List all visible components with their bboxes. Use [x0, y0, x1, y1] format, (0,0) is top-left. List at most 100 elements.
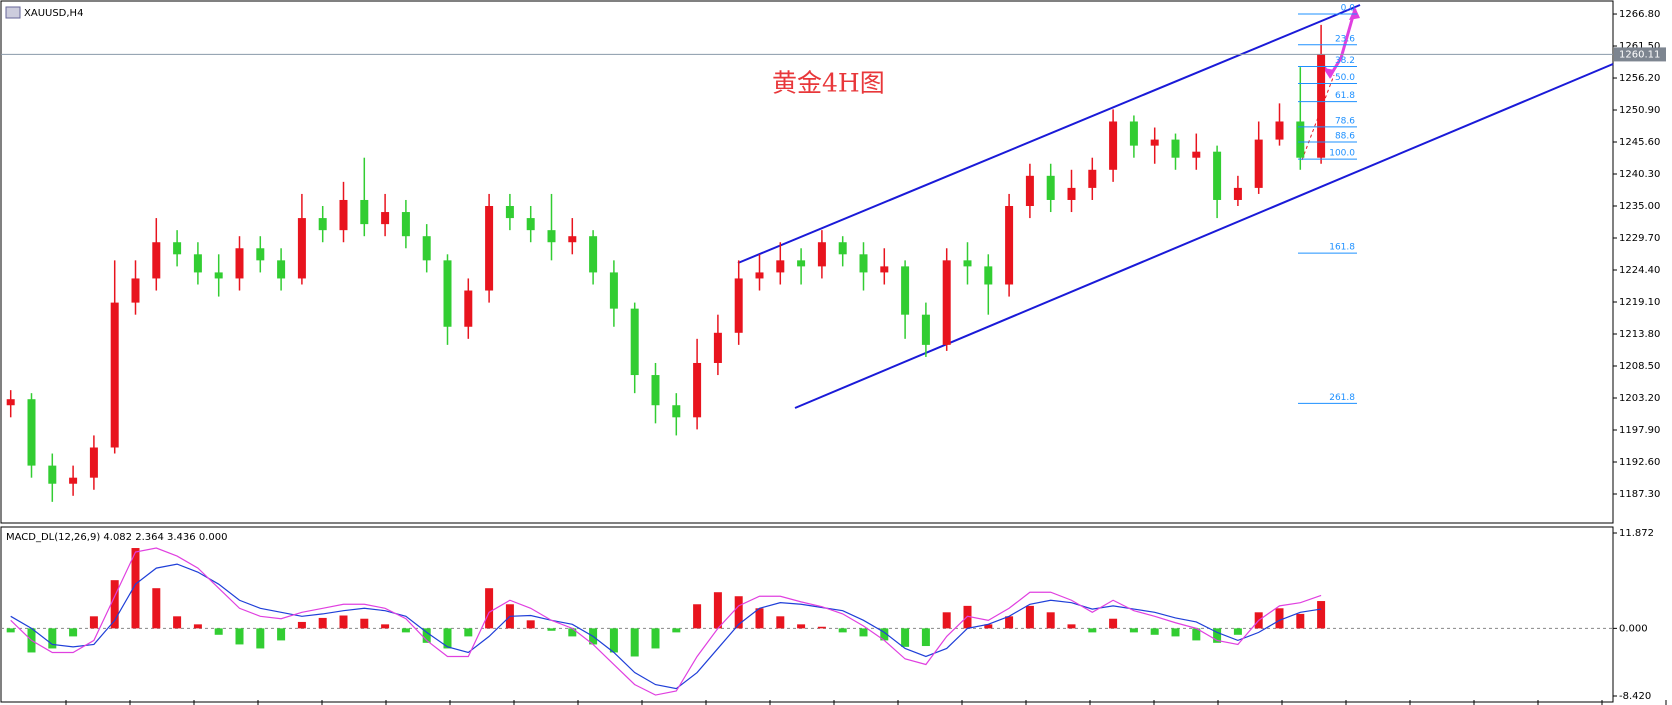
candle-body	[568, 236, 577, 243]
macd-histogram-bar	[1005, 616, 1014, 629]
macd-histogram-bar	[651, 628, 660, 649]
y-tick-label: 1266.80	[1619, 9, 1660, 20]
candle-body	[443, 260, 452, 327]
candle-body	[797, 260, 806, 267]
macd-histogram-bar	[131, 548, 140, 629]
y-tick-label: 1245.60	[1619, 137, 1660, 148]
y-tick-label: 0.000	[1619, 623, 1648, 634]
y-tick-label: 1229.70	[1619, 233, 1660, 244]
macd-histogram-bar	[1067, 624, 1076, 629]
macd-histogram-bar	[1150, 628, 1159, 635]
macd-histogram-bar	[713, 592, 722, 629]
macd-histogram-bar	[984, 624, 993, 629]
candle-body	[859, 254, 868, 273]
macd-histogram-bar	[797, 624, 806, 629]
candle-body	[152, 242, 161, 279]
y-tick-label: 1203.20	[1619, 393, 1660, 404]
y-tick-label: 1250.90	[1619, 105, 1660, 116]
candle-body	[1254, 139, 1263, 188]
y-tick-label: 1187.30	[1619, 489, 1660, 500]
candle-body	[838, 242, 847, 255]
candle-body	[131, 278, 140, 303]
y-tick-label: -8.420	[1619, 691, 1651, 702]
candle-body	[505, 206, 514, 219]
fib-label: 100.0	[1329, 149, 1355, 159]
y-tick-label: 11.872	[1619, 528, 1654, 539]
candle-body	[1088, 169, 1097, 188]
candle-body	[256, 248, 265, 261]
candle-body	[1171, 139, 1180, 158]
candle-body	[734, 278, 743, 333]
y-tick-label: 1224.40	[1619, 265, 1660, 276]
macd-histogram-bar	[464, 628, 473, 637]
candle-body	[1005, 206, 1014, 285]
macd-histogram-bar	[1192, 628, 1201, 641]
candle-body	[984, 266, 993, 285]
macd-histogram-bar	[609, 628, 618, 653]
macd-title: MACD_DL(12,26,9) 4.082 2.364 3.436 0.000	[6, 532, 227, 543]
candle-body	[214, 272, 223, 279]
fib-label: 0.0	[1341, 4, 1356, 14]
annotation: 黄金4H图	[772, 69, 885, 98]
macd-histogram-bar	[838, 628, 847, 633]
macd-histogram-bar	[339, 615, 348, 629]
candle-body	[921, 314, 930, 345]
macd-histogram-bar	[942, 612, 951, 629]
y-tick-label: 1240.30	[1619, 169, 1660, 180]
macd-histogram-bar	[277, 628, 286, 641]
candle-body	[1296, 121, 1305, 158]
macd-histogram-bar	[401, 628, 410, 633]
candle-body	[69, 477, 78, 484]
macd-histogram-bar	[1213, 628, 1222, 643]
candle-body	[48, 465, 57, 484]
candle-body	[422, 236, 431, 261]
macd-histogram-bar	[193, 624, 202, 629]
fib-label: 23.6	[1335, 34, 1355, 44]
candle-body	[630, 308, 639, 376]
macd-histogram-bar	[776, 616, 785, 629]
fib-label: 88.6	[1335, 132, 1355, 142]
candle-body	[1046, 175, 1055, 200]
macd-histogram-bar	[1046, 612, 1055, 629]
macd-histogram-bar	[901, 628, 910, 647]
candle-body	[110, 302, 119, 448]
symbol-icon	[5, 6, 21, 19]
macd-histogram-bar	[152, 588, 161, 629]
macd-histogram-bar	[859, 628, 868, 637]
candle-body	[942, 260, 951, 345]
candle-body	[27, 399, 36, 466]
symbol-title: XAUUSD,H4	[24, 8, 83, 19]
macd-histogram-bar	[48, 628, 57, 649]
macd-histogram-bar	[630, 628, 639, 657]
macd-histogram-bar	[318, 617, 327, 629]
candle-body	[360, 199, 369, 225]
candle-body	[277, 260, 286, 279]
candle-body	[1233, 187, 1242, 200]
candle-body	[297, 218, 306, 279]
candle-body	[1129, 121, 1138, 146]
macd-histogram-bar	[693, 604, 702, 629]
candle-body	[901, 266, 910, 315]
arrow-head	[1324, 68, 1335, 78]
candle-body	[713, 332, 722, 363]
fib-label: 78.6	[1335, 116, 1355, 126]
macd-histogram-bar	[485, 588, 494, 629]
macd-histogram-bar	[422, 628, 431, 643]
candle-body	[318, 218, 327, 231]
y-tick-label: 1208.50	[1619, 361, 1660, 372]
macd-histogram-bar	[173, 616, 182, 629]
candle-body	[485, 206, 494, 291]
channel-lower	[794, 63, 1614, 409]
candle-body	[1109, 121, 1118, 170]
fib-label: 50.0	[1335, 73, 1355, 83]
fib-label: 61.8	[1335, 91, 1355, 101]
candle-body	[651, 375, 660, 406]
macd-histogram-bar	[1109, 618, 1118, 629]
candle-body	[1317, 54, 1326, 158]
candle-body	[235, 248, 244, 279]
candle-body	[173, 242, 182, 255]
macd-histogram-bar	[1275, 608, 1284, 629]
macd-histogram-bar	[1296, 613, 1305, 629]
last-price-box	[1614, 47, 1666, 62]
